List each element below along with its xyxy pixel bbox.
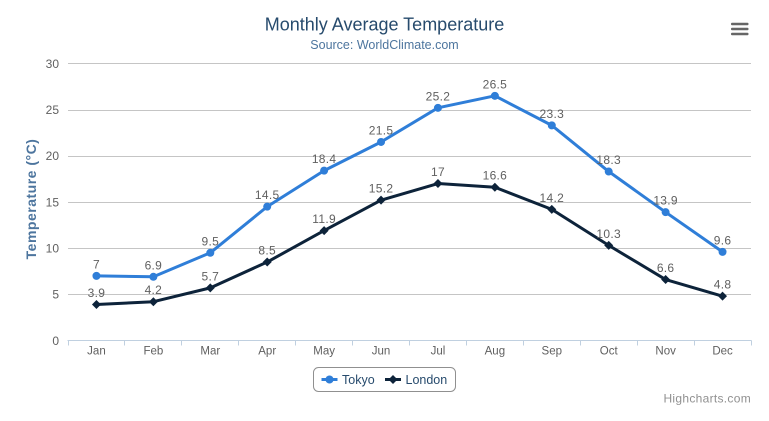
svg-text:Dec: Dec [712,346,733,358]
svg-text:5: 5 [52,288,59,302]
svg-text:Jun: Jun [372,346,391,358]
svg-text:26.5: 26.5 [483,77,508,91]
svg-text:Source: WorldClimate.com: Source: WorldClimate.com [310,38,458,52]
svg-text:13.9: 13.9 [653,194,678,208]
svg-text:16.6: 16.6 [483,169,508,183]
svg-text:25: 25 [46,103,60,117]
svg-text:10.3: 10.3 [596,227,621,241]
svg-text:4.2: 4.2 [145,283,163,297]
svg-text:Tokyo: Tokyo [342,373,375,387]
svg-text:8.5: 8.5 [258,244,276,258]
svg-text:10: 10 [46,241,60,255]
svg-text:3.9: 3.9 [88,286,106,300]
svg-text:15.2: 15.2 [369,182,394,196]
svg-text:Apr: Apr [258,346,276,358]
svg-text:7: 7 [93,257,100,271]
svg-text:4.8: 4.8 [714,278,732,292]
svg-text:Oct: Oct [600,346,619,358]
svg-text:6.6: 6.6 [657,261,675,275]
svg-text:Nov: Nov [655,346,676,358]
svg-text:20: 20 [46,149,60,163]
svg-text:9.5: 9.5 [201,234,219,248]
svg-text:0: 0 [52,334,59,348]
svg-text:14.5: 14.5 [255,188,280,202]
svg-text:14.2: 14.2 [540,191,565,205]
svg-text:11.9: 11.9 [312,212,336,226]
svg-text:17: 17 [431,165,445,179]
svg-text:30: 30 [46,57,60,71]
svg-text:Mar: Mar [200,346,220,358]
svg-text:21.5: 21.5 [369,123,394,137]
svg-text:Monthly Average Temperature: Monthly Average Temperature [265,15,504,35]
svg-text:Temperature (°C): Temperature (°C) [23,139,39,260]
svg-text:Jan: Jan [87,346,106,358]
svg-text:25.2: 25.2 [426,89,451,103]
svg-text:9.6: 9.6 [714,233,732,247]
svg-text:15: 15 [46,195,60,209]
svg-text:18.4: 18.4 [312,152,337,166]
svg-text:May: May [313,346,335,358]
svg-text:18.3: 18.3 [596,153,621,167]
svg-text:Aug: Aug [485,346,505,358]
svg-text:6.9: 6.9 [145,258,163,272]
svg-text:Highcharts.com: Highcharts.com [663,392,751,406]
svg-text:Feb: Feb [143,346,163,358]
svg-text:23.3: 23.3 [540,107,565,121]
svg-text:5.7: 5.7 [201,269,219,283]
svg-text:Jul: Jul [431,346,446,358]
svg-text:London: London [406,373,448,387]
svg-text:Sep: Sep [542,346,562,358]
